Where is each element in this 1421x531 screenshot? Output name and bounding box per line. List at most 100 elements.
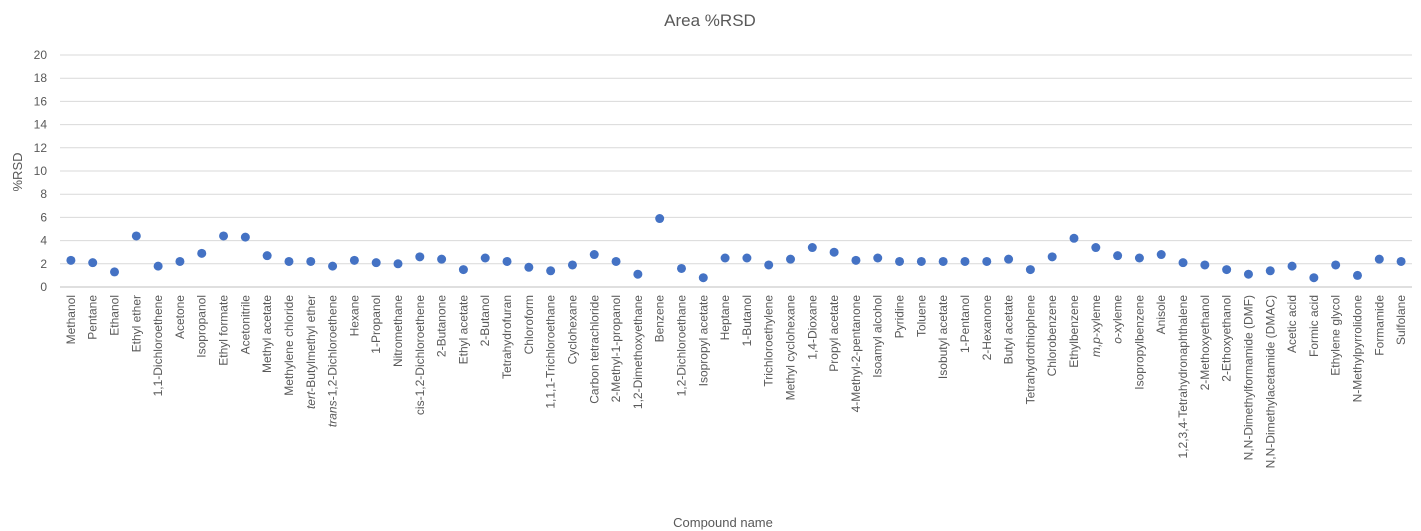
x-category-label-italic-part: o xyxy=(1111,337,1125,344)
x-category-label: 1-Propanol xyxy=(369,295,383,354)
x-category-label-text: Formamide xyxy=(1372,295,1386,356)
x-category-label-text: -xyleme xyxy=(1111,295,1125,337)
data-point xyxy=(764,260,774,270)
x-category-label: 2-Hexanone xyxy=(980,295,994,361)
x-category-label: Ethanol xyxy=(108,295,122,336)
x-category-label-text: Anisole xyxy=(1154,295,1168,335)
x-category-label-text: Ethyl ether xyxy=(129,295,143,352)
x-category-label: Pentane xyxy=(86,295,100,340)
x-category-label-text: -xyleme xyxy=(1089,295,1103,337)
x-category-label-italic-part: tert xyxy=(304,391,318,409)
x-category-label: Heptane xyxy=(718,295,732,341)
x-category-label-text: Isopropylbenzene xyxy=(1132,295,1146,390)
x-category-label: Ethyl acetate xyxy=(456,295,470,365)
x-category-label-text: Carbon tetrachloride xyxy=(587,295,601,404)
data-point xyxy=(982,256,992,266)
data-point xyxy=(240,232,250,242)
x-category-label-text: Pentane xyxy=(86,295,100,340)
data-point xyxy=(807,243,817,253)
x-category-label: 2-Methyl-1-propanol xyxy=(609,295,623,402)
data-point xyxy=(1134,253,1144,263)
data-point xyxy=(960,256,970,266)
x-category-label-text: 1-Propanol xyxy=(369,295,383,354)
x-category-label: 1,2,3,4-Tetrahydronaphthalene xyxy=(1176,295,1190,459)
x-category-label-text: 2-Butanol xyxy=(478,295,492,346)
x-category-label: Toluene xyxy=(914,295,928,337)
data-point xyxy=(633,269,643,279)
data-point xyxy=(371,258,381,268)
x-category-label-text: Isopropyl acetate xyxy=(696,295,710,387)
x-category-label-text: 1,1-Dichloroethene xyxy=(151,295,165,397)
x-category-label: Sulfolane xyxy=(1394,295,1408,345)
x-category-label-text: Methyl cyclohexane xyxy=(784,295,798,401)
x-category-label-italic-part: m,p xyxy=(1089,337,1103,357)
x-category-label-text: Toluene xyxy=(914,295,928,337)
data-point xyxy=(546,266,556,276)
x-category-label-text: Methylene chloride xyxy=(282,295,296,396)
data-points xyxy=(66,214,1406,283)
x-category-label: Tetrahydrofuran xyxy=(500,295,514,379)
x-category-label-text: -Butylmethyl ether xyxy=(304,295,318,392)
x-category-label-text: Trichloroethylene xyxy=(762,295,776,387)
data-point xyxy=(938,256,948,266)
y-tick-label: 10 xyxy=(34,164,48,178)
x-category-label: Isoamyl alcohol xyxy=(871,295,885,378)
x-category-label-text: Ethanol xyxy=(108,295,122,336)
data-point xyxy=(1091,243,1101,253)
x-category-label: Methylene chloride xyxy=(282,295,296,396)
data-point xyxy=(720,253,730,263)
x-category-label: N,N-Dimethylacetamide (DMAC) xyxy=(1263,295,1277,468)
x-category-label-text: Acetone xyxy=(173,295,187,339)
data-point xyxy=(306,256,316,266)
x-category-label-text: 1,2,3,4-Tetrahydronaphthalene xyxy=(1176,295,1190,459)
y-axis-title: %RSD xyxy=(10,152,25,191)
y-tick-label: 20 xyxy=(34,48,48,62)
x-category-label: Ethylbenzene xyxy=(1067,295,1081,368)
x-category-label: 2-Methoxyethanol xyxy=(1198,295,1212,390)
x-category-label: Acetone xyxy=(173,295,187,339)
x-category-label: Nitromethane xyxy=(391,295,405,367)
x-category-label-text: Isopropanol xyxy=(195,295,209,358)
x-category-label-text: Acetic acid xyxy=(1285,295,1299,353)
x-category-label-text: Methyl acetate xyxy=(260,295,274,373)
x-category-label-text: Acetonitrile xyxy=(238,295,252,355)
x-category-label: Acetonitrile xyxy=(238,295,252,355)
x-category-label-text: 1,2-Dichloroethane xyxy=(674,295,688,397)
data-point xyxy=(1047,252,1057,262)
data-point xyxy=(349,255,359,265)
data-point xyxy=(175,256,185,266)
x-category-label: Chlorobenzene xyxy=(1045,295,1059,377)
data-point xyxy=(742,253,752,263)
x-category-label-italic-part: trans xyxy=(326,400,340,427)
x-category-label-text: N,N-Dimethylformamide (DMF) xyxy=(1241,295,1255,460)
data-point xyxy=(437,254,447,264)
data-point xyxy=(1331,260,1341,270)
x-category-label-text: Heptane xyxy=(718,295,732,341)
data-point xyxy=(1113,251,1123,261)
x-axis-category-labels: Methanol Pentane Ethanol Ethyl ether 1,1-Dic… xyxy=(64,295,1408,469)
data-point xyxy=(786,254,796,264)
y-tick-label: 6 xyxy=(40,210,47,224)
data-point xyxy=(328,261,338,271)
data-point xyxy=(1287,261,1297,271)
x-category-label: Acetic acid xyxy=(1285,295,1299,353)
x-category-label: 1,2-Dimethoxyethane xyxy=(631,295,645,409)
gridlines xyxy=(60,54,1412,288)
y-tick-label: 8 xyxy=(40,187,47,201)
x-category-label-text: 1,2-Dimethoxyethane xyxy=(631,295,645,409)
data-point xyxy=(66,255,76,265)
y-tick-label: 12 xyxy=(34,141,48,155)
data-point xyxy=(851,255,861,265)
x-category-label: Chloroform xyxy=(522,295,536,354)
x-category-label: Trichloroethylene xyxy=(762,295,776,387)
data-point xyxy=(873,253,883,263)
data-point xyxy=(502,256,512,266)
x-category-label: 2-Butanol xyxy=(478,295,492,346)
x-category-label-text: cis-1,2-Dichloroethene xyxy=(413,295,427,415)
x-category-label: trans-1,2-Dichloroethene xyxy=(326,295,340,427)
data-point xyxy=(1243,269,1253,279)
y-tick-label: 0 xyxy=(40,280,47,294)
data-point xyxy=(284,256,294,266)
x-category-label: 2-Butanone xyxy=(435,295,449,357)
